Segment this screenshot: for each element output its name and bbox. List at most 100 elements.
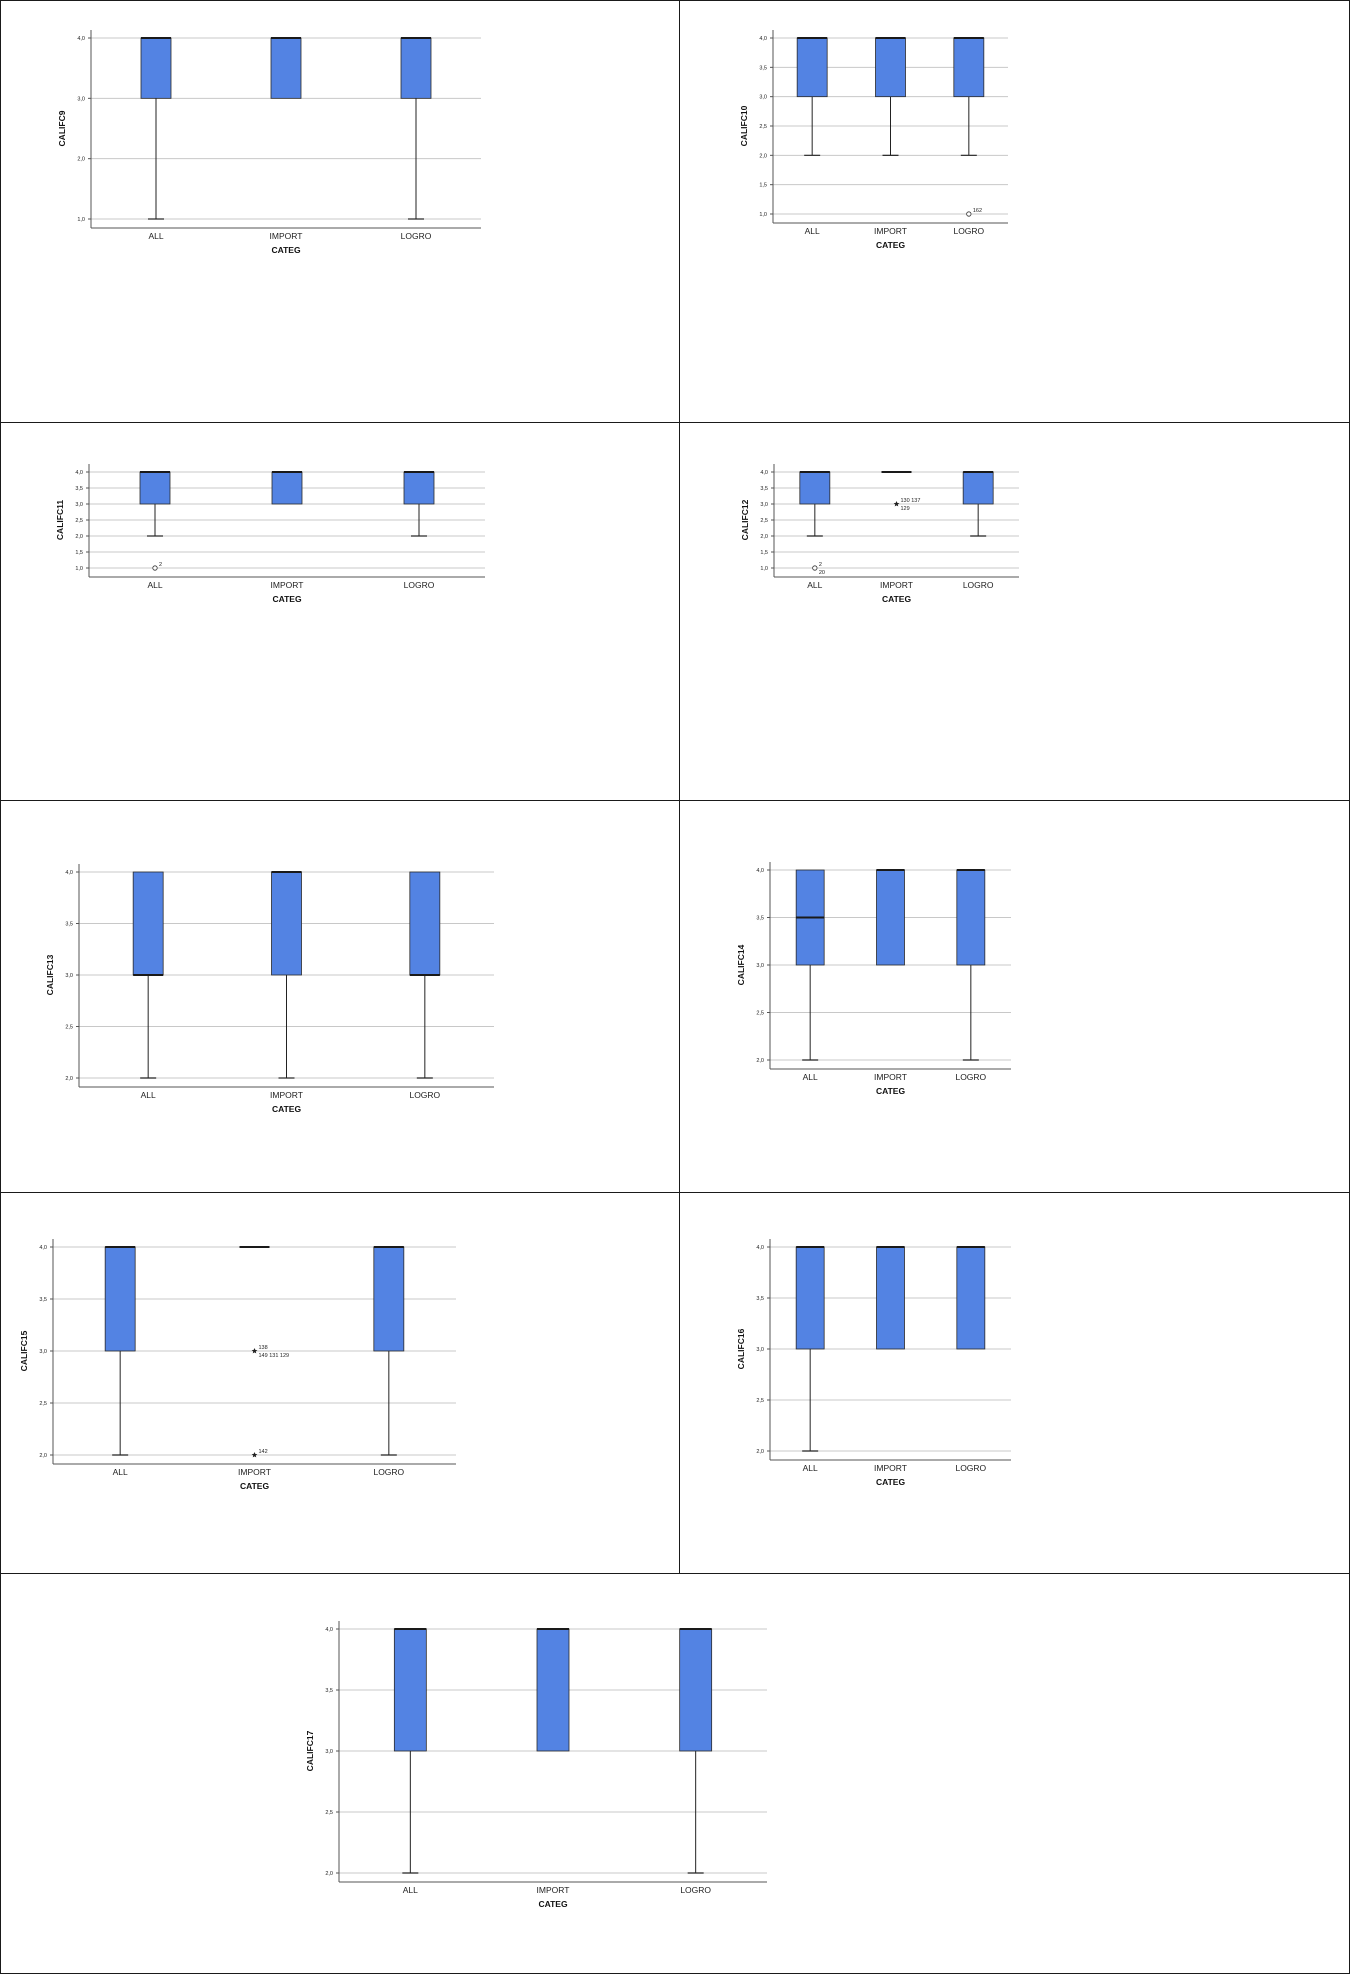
boxplot-califc9: 1,0 2,0 3,0 4,0 ALL IMPORT LOGRO CATEG CALIFC9 <box>57 30 481 255</box>
y-tick-label: 2,0 <box>39 1453 47 1459</box>
x-tick-label-logro: LOGRO <box>409 1090 440 1100</box>
chart-cell-califc17: 2,0 2,5 3,0 3,5 4,0 ALL IMPORT LOGRO CATEG CALIFC… <box>0 1573 1350 1974</box>
y-axis-title-califc12: CALIFC12 <box>740 499 750 540</box>
y-tick-label: 1,5 <box>760 550 768 556</box>
extreme-marker <box>251 1452 258 1458</box>
iqr-box <box>796 37 828 98</box>
y-tick-label: 3,5 <box>760 486 768 492</box>
chart-cell-califc15: 2,0 2,5 3,0 3,5 4,0 138 149 131 129 142 ALL IMPOR… <box>0 1192 680 1574</box>
outlier-import: 138 149 131 129 <box>251 1345 290 1359</box>
x-tick-label-logro: LOGRO <box>404 580 435 590</box>
outlier-logro: 162 <box>966 208 982 217</box>
boxplot-califc10: 1,0 1,5 2,0 2,5 3,0 3,5 4,0 162 ALL IMPORT LOGRO CA… <box>739 30 1008 250</box>
x-tick-label-all: ALL <box>147 580 162 590</box>
y-tick-label: 4,0 <box>65 870 73 876</box>
iqr-box <box>795 1246 825 1350</box>
x-tick-label-logro: LOGRO <box>955 1463 986 1473</box>
y-tick-label: 2,5 <box>75 518 83 524</box>
y-axis-title-califc9: CALIFC9 <box>57 110 67 146</box>
y-tick-label: 4,0 <box>325 1627 333 1633</box>
y-tick-label: 3,0 <box>760 502 768 508</box>
box-logro <box>956 1246 986 1350</box>
boxplot-califc15: 2,0 2,5 3,0 3,5 4,0 138 149 131 129 142 ALL IMPOR… <box>19 1239 456 1491</box>
x-tick-label-import: IMPORT <box>271 580 304 590</box>
y-tick-label: 3,0 <box>759 95 767 101</box>
x-tick-label-import: IMPORT <box>874 1463 907 1473</box>
y-tick-label: 3,0 <box>756 1347 764 1353</box>
iqr-box <box>962 471 994 505</box>
outlier-import: 142 <box>251 1449 268 1458</box>
outlier-label: 129 <box>901 506 910 512</box>
y-tick-label: 3,0 <box>75 502 83 508</box>
y-axis-title-califc10: CALIFC10 <box>739 105 749 146</box>
x-tick-label-logro: LOGRO <box>373 1467 404 1477</box>
iqr-box <box>270 37 302 99</box>
x-tick-label-all: ALL <box>141 1090 156 1100</box>
box-import <box>271 471 303 505</box>
outlier-all: 220 <box>812 562 825 576</box>
y-tick-label: 3,0 <box>65 973 73 979</box>
x-axis-title: CATEG <box>876 240 906 250</box>
y-tick-label: 4,0 <box>756 868 764 874</box>
y-tick-label: 3,5 <box>756 916 764 922</box>
y-tick-label: 2,0 <box>77 157 85 163</box>
chart-cell-califc11: 1,0 1,5 2,0 2,5 3,0 3,5 4,0 2 ALL IMPORT LOGRO CATE… <box>0 422 680 801</box>
iqr-box <box>679 1628 713 1752</box>
y-tick-label: 1,0 <box>75 566 83 572</box>
chart-cell-califc16: 2,0 2,5 3,0 3,5 4,0 ALL IMPORT LOGRO CATEG CALIFC… <box>679 1192 1350 1574</box>
box-logro <box>403 471 435 537</box>
box-all <box>132 871 164 1079</box>
outlier-label: 149 131 129 <box>259 1353 290 1359</box>
extreme-marker <box>893 501 900 507</box>
y-axis-title-califc15: CALIFC15 <box>19 1330 29 1371</box>
outlier-label: 162 <box>973 208 982 214</box>
boxplot-califc14: 2,0 2,5 3,0 3,5 4,0 ALL IMPORT LOGRO CATEG CALIFC… <box>736 862 1011 1096</box>
chart-cell-califc9: 1,0 2,0 3,0 4,0 ALL IMPORT LOGRO CATEG CALIFC9 <box>0 0 680 423</box>
x-tick-label-import: IMPORT <box>874 1072 907 1082</box>
x-tick-label-import: IMPORT <box>874 226 907 236</box>
chart-cell-califc13: 2,0 2,5 3,0 3,5 4,0 ALL IMPORT LOGRO CATEG CALIFC… <box>0 800 680 1193</box>
chart-cell-califc10: 1,0 1,5 2,0 2,5 3,0 3,5 4,0 162 ALL IMPORT LOGRO CA… <box>679 0 1350 423</box>
iqr-box <box>393 1628 427 1752</box>
box-logro <box>956 869 986 1061</box>
box-all <box>795 1246 825 1452</box>
y-tick-label: 3,0 <box>325 1749 333 1755</box>
outlier-label: 130 137 <box>901 498 921 504</box>
y-tick-label: 3,5 <box>75 486 83 492</box>
y-tick-label: 3,5 <box>65 922 73 928</box>
x-axis-title: CATEG <box>272 594 302 604</box>
y-tick-label: 1,0 <box>760 566 768 572</box>
y-tick-label: 3,0 <box>756 963 764 969</box>
y-axis-title-califc13: CALIFC13 <box>45 954 55 995</box>
box-logro <box>962 471 994 537</box>
iqr-box <box>876 1246 905 1350</box>
box-logro <box>400 37 432 220</box>
box-logro <box>679 1628 713 1874</box>
outlier-marker <box>966 211 972 217</box>
box-all <box>104 1246 136 1456</box>
y-tick-label: 2,0 <box>760 534 768 540</box>
box-all <box>393 1628 427 1874</box>
y-tick-label: 3,0 <box>77 96 85 102</box>
box-all <box>795 869 825 1061</box>
y-tick-label: 2,5 <box>39 1401 47 1407</box>
y-tick-label: 2,0 <box>759 153 767 159</box>
x-axis-title: CATEG <box>240 1481 270 1491</box>
iqr-box <box>953 37 985 98</box>
x-axis-title: CATEG <box>876 1477 906 1487</box>
x-tick-label-logro: LOGRO <box>401 231 432 241</box>
iqr-box <box>271 871 302 976</box>
y-tick-label: 2,5 <box>65 1025 73 1031</box>
y-tick-label: 2,5 <box>760 518 768 524</box>
box-all <box>799 471 831 537</box>
box-all <box>140 37 172 220</box>
iqr-box <box>799 471 831 505</box>
boxplot-califc11: 1,0 1,5 2,0 2,5 3,0 3,5 4,0 2 ALL IMPORT LOGRO CATE… <box>55 464 485 604</box>
box-all <box>139 471 171 537</box>
outlier-all: 2 <box>152 562 162 571</box>
x-tick-label-all: ALL <box>148 231 163 241</box>
boxplot-califc16: 2,0 2,5 3,0 3,5 4,0 ALL IMPORT LOGRO CATEG CALIFC… <box>736 1239 1011 1487</box>
y-tick-label: 2,0 <box>75 534 83 540</box>
